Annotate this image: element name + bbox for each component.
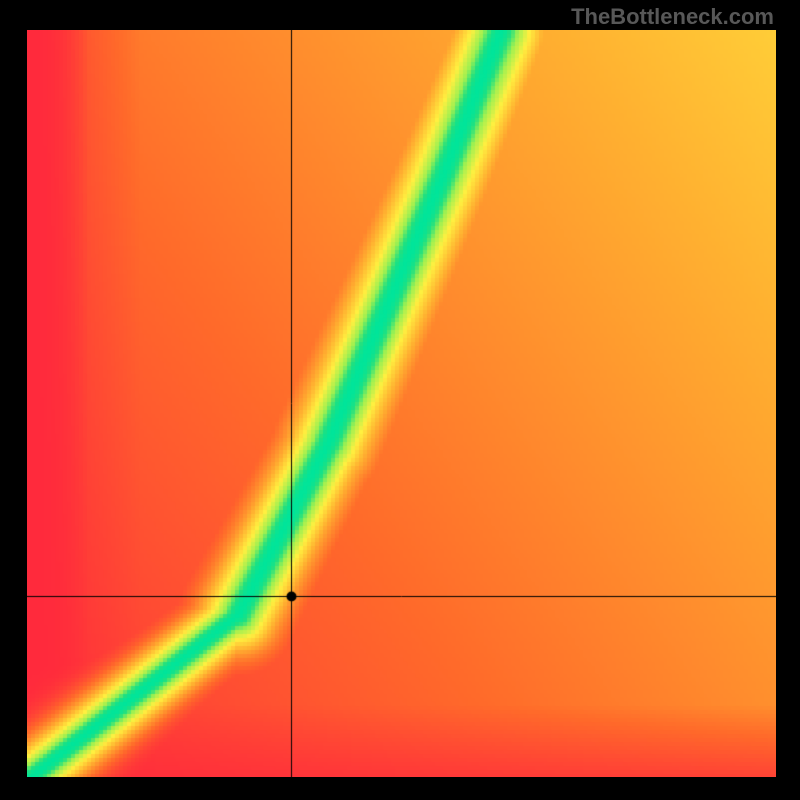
source-watermark: TheBottleneck.com <box>571 4 774 30</box>
heatmap-canvas <box>27 30 776 777</box>
heatmap-plot <box>27 30 776 777</box>
outer-frame: TheBottleneck.com <box>0 0 800 800</box>
